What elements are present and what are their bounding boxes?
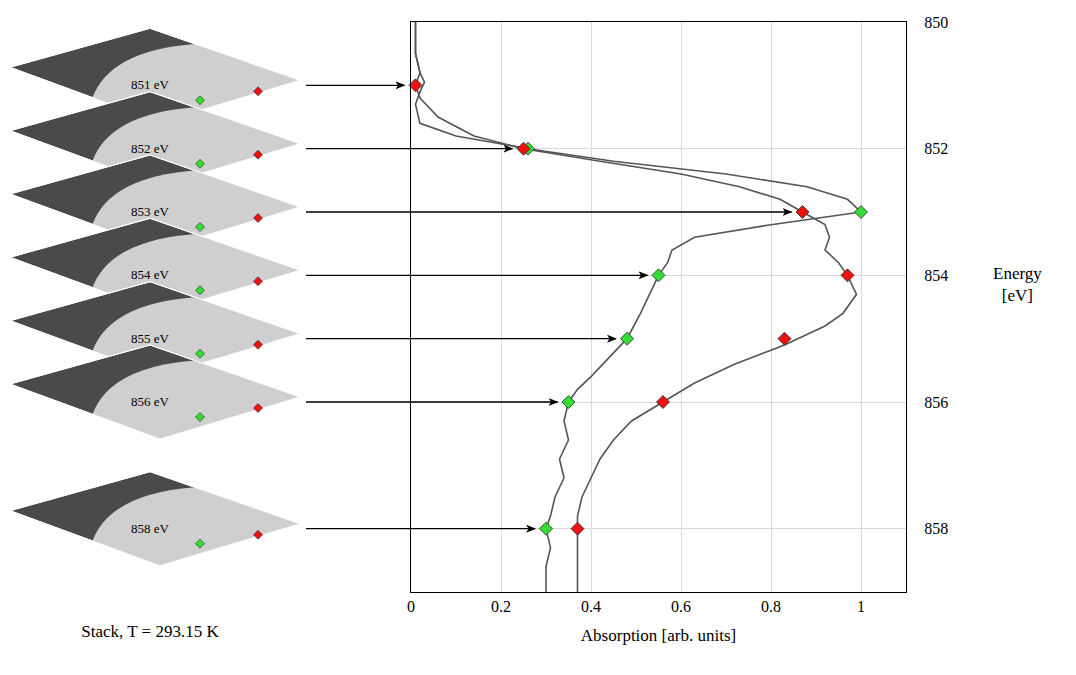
svg-text:850: 850 xyxy=(924,14,948,31)
svg-text:0.8: 0.8 xyxy=(761,598,781,615)
svg-text:0: 0 xyxy=(407,598,415,615)
svg-text:856 eV: 856 eV xyxy=(131,394,170,409)
svg-text:0.6: 0.6 xyxy=(671,598,691,615)
svg-text:Absorption [arb. units]: Absorption [arb. units] xyxy=(581,626,736,645)
svg-text:858 eV: 858 eV xyxy=(131,521,170,536)
svg-text:855 eV: 855 eV xyxy=(131,331,170,346)
svg-text:854 eV: 854 eV xyxy=(131,267,170,282)
svg-text:0.4: 0.4 xyxy=(581,598,601,615)
svg-text:0.2: 0.2 xyxy=(491,598,511,615)
svg-text:852 eV: 852 eV xyxy=(131,141,170,156)
svg-text:856: 856 xyxy=(924,394,948,411)
svg-text:851 eV: 851 eV xyxy=(131,77,170,92)
svg-text:853 eV: 853 eV xyxy=(131,204,170,219)
svg-text:852: 852 xyxy=(924,140,948,157)
svg-text:Energy[eV]: Energy[eV] xyxy=(993,264,1042,305)
svg-text:Stack, T = 293.15 K: Stack, T = 293.15 K xyxy=(81,622,219,641)
svg-text:1: 1 xyxy=(857,598,865,615)
svg-text:858: 858 xyxy=(924,520,948,537)
svg-text:854: 854 xyxy=(924,267,948,284)
